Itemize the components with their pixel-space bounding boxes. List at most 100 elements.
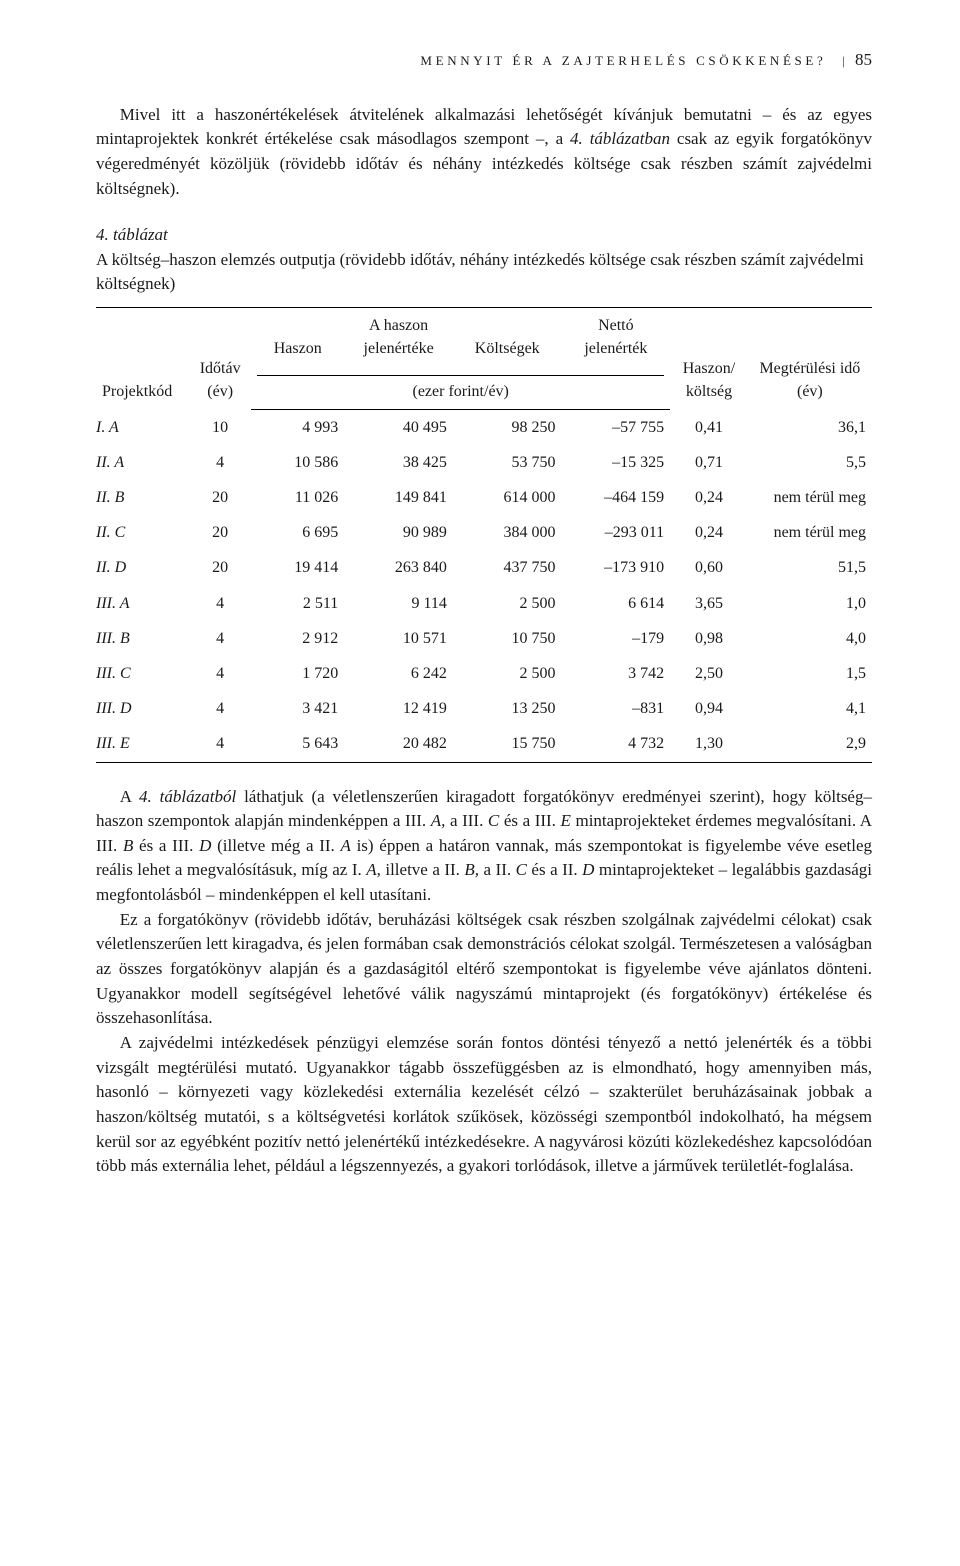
cell-jel: 263 840 (344, 550, 453, 585)
italic: B (123, 836, 133, 855)
th-koltsegek: Költségek (453, 308, 562, 367)
cell-meg: 1,5 (748, 656, 872, 691)
cell-kolt: 10 750 (453, 621, 562, 656)
cell-code: III. E (96, 726, 189, 762)
cell-haszon: 11 026 (251, 480, 344, 515)
th-netto-jelenertek: Nettó jelenérték (562, 308, 671, 367)
cell-hk: 0,24 (670, 480, 748, 515)
cell-hk: 0,94 (670, 691, 748, 726)
italic: A, (431, 811, 446, 830)
text: és a III. (499, 811, 560, 830)
table-caption-text: A költség–haszon elemzés outputja (rövid… (96, 250, 864, 294)
running-head-separator: | (842, 52, 845, 71)
italic: B, (464, 860, 479, 879)
italic: 4. táblázatból (139, 787, 236, 806)
table-caption: 4. táblázat A költség–haszon elemzés out… (96, 223, 872, 297)
cell-meg: 4,0 (748, 621, 872, 656)
cell-ido: 10 (189, 409, 251, 445)
cell-kolt: 98 250 (453, 409, 562, 445)
table-row: II. C206 69590 989384 000–293 0110,24nem… (96, 515, 872, 550)
cell-haszon: 4 993 (251, 409, 344, 445)
cell-kolt: 437 750 (453, 550, 562, 585)
cell-hk: 3,65 (670, 586, 748, 621)
cell-haszon: 19 414 (251, 550, 344, 585)
th-projektkod: Projektkód (96, 308, 189, 410)
cell-netto: 3 742 (562, 656, 671, 691)
cell-ido: 4 (189, 656, 251, 691)
cell-kolt: 2 500 (453, 586, 562, 621)
cell-code: III. B (96, 621, 189, 656)
cell-ido: 20 (189, 550, 251, 585)
cell-meg: nem térül meg (748, 515, 872, 550)
cell-ido: 4 (189, 586, 251, 621)
text: és a II. (527, 860, 582, 879)
italic: E (561, 811, 571, 830)
page: MENNYIT ÉR A ZAJTERHELÉS CSÖKKENÉSE? | 8… (0, 0, 960, 1239)
cell-netto: –464 159 (562, 480, 671, 515)
cell-hk: 0,24 (670, 515, 748, 550)
cell-ido: 4 (189, 726, 251, 762)
cell-hk: 1,30 (670, 726, 748, 762)
cell-code: II. A (96, 445, 189, 480)
cell-haszon: 2 511 (251, 586, 344, 621)
text: (illetve még a II. (211, 836, 340, 855)
cell-ido: 4 (189, 621, 251, 656)
cell-hk: 2,50 (670, 656, 748, 691)
cell-meg: 5,5 (748, 445, 872, 480)
cell-kolt: 15 750 (453, 726, 562, 762)
cell-jel: 90 989 (344, 515, 453, 550)
paragraph-2: A 4. táblázatból láthatjuk (a véletlensz… (96, 785, 872, 908)
cell-code: II. C (96, 515, 189, 550)
cell-netto: –293 011 (562, 515, 671, 550)
cell-jel: 6 242 (344, 656, 453, 691)
cell-code: III. D (96, 691, 189, 726)
cell-ido: 4 (189, 691, 251, 726)
paragraph-1: Mivel itt a haszonértékelések átviteléne… (96, 103, 872, 202)
cell-netto: –15 325 (562, 445, 671, 480)
th-megterulesi-ido: Megtérülési idő (év) (748, 308, 872, 410)
text: a III. (445, 811, 488, 830)
running-head: MENNYIT ÉR A ZAJTERHELÉS CSÖKKENÉSE? | 8… (96, 48, 872, 73)
th-unit: (ezer forint/év) (251, 367, 670, 410)
cell-jel: 149 841 (344, 480, 453, 515)
paragraph-4: A zajvédelmi intézkedések pénzügyi elemz… (96, 1031, 872, 1179)
italic-ref: 4. táblázatban (570, 129, 670, 148)
cell-meg: nem térül meg (748, 480, 872, 515)
page-number: 85 (855, 48, 872, 73)
cell-code: III. C (96, 656, 189, 691)
cell-meg: 4,1 (748, 691, 872, 726)
cell-haszon: 2 912 (251, 621, 344, 656)
cell-meg: 36,1 (748, 409, 872, 445)
cell-kolt: 614 000 (453, 480, 562, 515)
text: illetve a II. (381, 860, 465, 879)
th-haszon-jelenerteke: A haszon jelenértéke (344, 308, 453, 367)
table-row: III. D43 42112 41913 250–8310,944,1 (96, 691, 872, 726)
cell-jel: 38 425 (344, 445, 453, 480)
cell-jel: 40 495 (344, 409, 453, 445)
cell-hk: 0,71 (670, 445, 748, 480)
text: és a III. (133, 836, 199, 855)
cell-kolt: 384 000 (453, 515, 562, 550)
cell-haszon: 6 695 (251, 515, 344, 550)
italic: C (516, 860, 527, 879)
cell-code: I. A (96, 409, 189, 445)
text: a II. (479, 860, 516, 879)
cell-kolt: 13 250 (453, 691, 562, 726)
table-row: II. A410 58638 42553 750–15 3250,715,5 (96, 445, 872, 480)
cell-meg: 51,5 (748, 550, 872, 585)
paragraph-3: Ez a forgatókönyv (rövidebb időtáv, beru… (96, 908, 872, 1031)
cell-meg: 2,9 (748, 726, 872, 762)
cell-jel: 9 114 (344, 586, 453, 621)
cell-haszon: 10 586 (251, 445, 344, 480)
cell-jel: 20 482 (344, 726, 453, 762)
cell-meg: 1,0 (748, 586, 872, 621)
cell-jel: 12 419 (344, 691, 453, 726)
unit-text: (ezer forint/év) (257, 375, 664, 403)
table-row: III. C41 7206 2422 5003 7422,501,5 (96, 656, 872, 691)
cell-haszon: 3 421 (251, 691, 344, 726)
cell-netto: –57 755 (562, 409, 671, 445)
cell-ido: 20 (189, 515, 251, 550)
italic: D (582, 860, 594, 879)
italic: C (488, 811, 499, 830)
italic: D (199, 836, 211, 855)
